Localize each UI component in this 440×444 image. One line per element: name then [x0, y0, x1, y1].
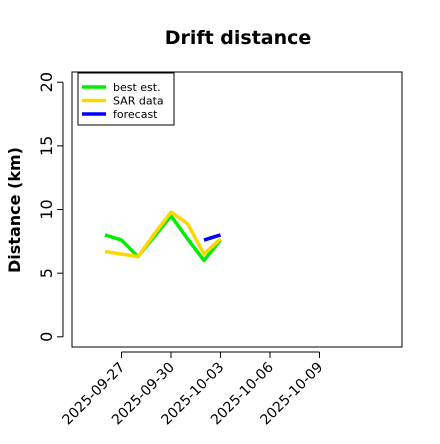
series-line — [104, 210, 222, 259]
y-tick-label: 5 — [37, 268, 56, 278]
y-tick-label: 10 — [37, 199, 56, 219]
y-axis-label: Distance (km) — [5, 147, 24, 273]
y-tick-label: 15 — [37, 136, 56, 156]
legend-label: best est. — [113, 81, 161, 94]
series-line — [203, 233, 222, 242]
y-tick-label: 0 — [37, 332, 56, 342]
y-tick-label: 20 — [37, 72, 56, 92]
chart-title: Drift distance — [165, 27, 312, 49]
legend-label: SAR data — [113, 95, 164, 108]
series-line — [104, 214, 222, 263]
plot-frame — [71, 71, 403, 348]
legend-label: forecast — [113, 108, 158, 121]
